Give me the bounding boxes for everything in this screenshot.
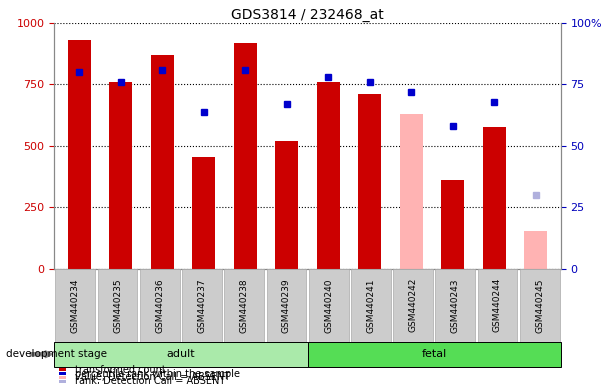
Text: percentile rank within the sample: percentile rank within the sample xyxy=(75,369,241,379)
Text: rank, Detection Call = ABSENT: rank, Detection Call = ABSENT xyxy=(75,376,226,384)
Bar xyxy=(441,180,464,269)
Bar xyxy=(483,127,506,269)
Text: GSM440238: GSM440238 xyxy=(240,278,248,333)
Bar xyxy=(68,40,90,269)
Bar xyxy=(400,114,423,269)
Bar xyxy=(317,82,339,269)
Text: GSM440239: GSM440239 xyxy=(282,278,291,333)
Bar xyxy=(151,55,174,269)
Text: GSM440237: GSM440237 xyxy=(198,278,206,333)
Bar xyxy=(109,82,132,269)
Text: GSM440242: GSM440242 xyxy=(409,278,417,333)
Text: development stage: development stage xyxy=(6,349,107,359)
Text: GSM440244: GSM440244 xyxy=(493,278,502,333)
Text: GSM440241: GSM440241 xyxy=(367,278,375,333)
Text: transformed count: transformed count xyxy=(75,365,166,375)
Text: fetal: fetal xyxy=(421,349,447,359)
Text: GSM440243: GSM440243 xyxy=(451,278,459,333)
Text: GSM440236: GSM440236 xyxy=(156,278,164,333)
Bar xyxy=(276,141,298,269)
Bar xyxy=(192,157,215,269)
Bar xyxy=(234,43,257,269)
Bar xyxy=(525,231,548,269)
Text: value, Detection Call = ABSENT: value, Detection Call = ABSENT xyxy=(75,372,230,382)
Text: adult: adult xyxy=(166,349,195,359)
Title: GDS3814 / 232468_at: GDS3814 / 232468_at xyxy=(231,8,384,22)
Text: GSM440235: GSM440235 xyxy=(113,278,122,333)
Text: GSM440240: GSM440240 xyxy=(324,278,333,333)
Text: GSM440234: GSM440234 xyxy=(71,278,80,333)
Text: GSM440245: GSM440245 xyxy=(535,278,544,333)
Bar xyxy=(358,94,381,269)
